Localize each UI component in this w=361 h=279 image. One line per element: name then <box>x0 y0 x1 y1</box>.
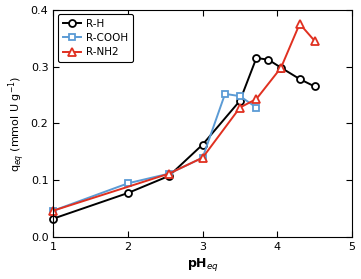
R-NH2 <box>238 106 242 109</box>
R-NH2 <box>200 156 205 159</box>
Y-axis label: q$_{eq}$ (mmol U g$^{-1}$): q$_{eq}$ (mmol U g$^{-1}$) <box>5 75 27 172</box>
R-H <box>200 143 205 146</box>
R-H <box>297 77 302 81</box>
R-NH2 <box>167 172 171 175</box>
Line: R-COOH: R-COOH <box>50 90 260 214</box>
R-COOH <box>167 172 171 175</box>
R-H <box>313 85 317 88</box>
X-axis label: pH$_{eq}$: pH$_{eq}$ <box>187 256 219 273</box>
R-NH2 <box>254 97 258 101</box>
R-H <box>51 217 56 220</box>
R-NH2 <box>313 39 317 43</box>
R-H <box>238 99 242 102</box>
R-COOH <box>223 92 227 95</box>
Line: R-NH2: R-NH2 <box>49 20 319 215</box>
R-COOH <box>238 95 242 98</box>
R-COOH <box>126 182 130 185</box>
R-NH2 <box>51 209 56 212</box>
R-H <box>266 58 270 61</box>
R-NH2 <box>279 66 283 69</box>
R-H <box>254 56 258 60</box>
Line: R-H: R-H <box>50 54 318 222</box>
R-COOH <box>254 106 258 109</box>
R-NH2 <box>297 22 302 25</box>
R-COOH <box>200 156 205 159</box>
R-H <box>279 66 283 69</box>
Legend: R-H, R-COOH, R-NH2: R-H, R-COOH, R-NH2 <box>57 14 133 62</box>
R-H <box>126 191 130 195</box>
R-H <box>167 174 171 177</box>
R-COOH <box>51 209 56 212</box>
